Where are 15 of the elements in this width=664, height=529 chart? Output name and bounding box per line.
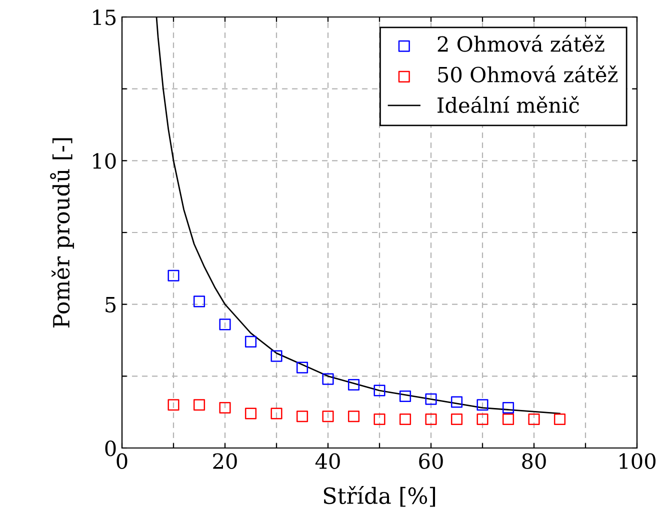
x-tick-label: 20 [213,453,237,469]
x-tick-label: 0 [116,453,128,469]
x-tick-label: 60 [419,453,443,469]
x-axis-title: Střída [%] [324,486,436,507]
x-tick-label: 80 [522,453,546,469]
x-tick-label: 40 [315,453,340,469]
legend-label: Ideální měnič [438,96,579,114]
y-tick-label: 15 [93,9,116,26]
y-axis-title: Poměr proudů [-] [50,138,74,328]
legend-label: 2 Ohmová zátěž [438,34,604,52]
y-tick-label: 0 [105,440,116,456]
y-tick-label: 5 [106,297,116,313]
legend-label: 50 Ohmová zátěž [438,65,618,82]
y-tick-label: 10 [93,153,116,169]
x-tick-label: 100 [620,453,656,469]
